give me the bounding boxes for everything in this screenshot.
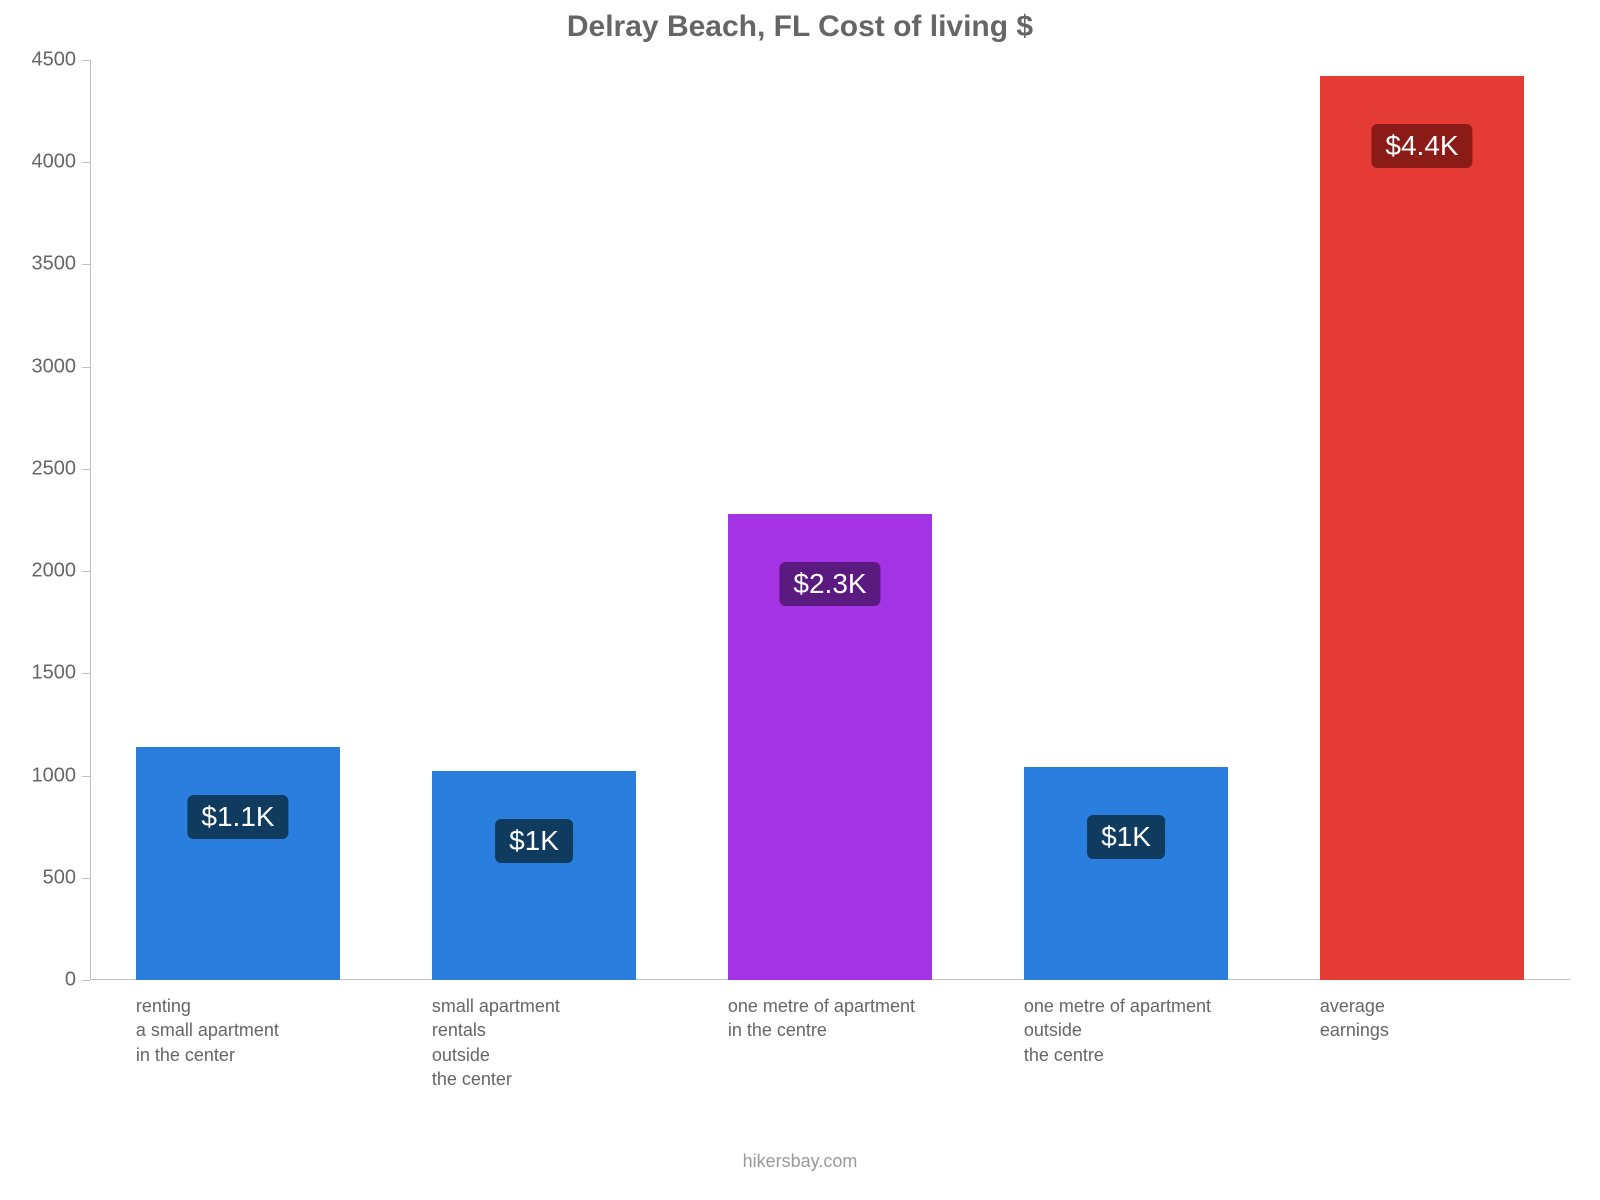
bar-value-label: $1K bbox=[1087, 815, 1165, 859]
bar-value-label: $2.3K bbox=[779, 562, 880, 606]
y-axis-line bbox=[90, 60, 91, 980]
plot-area: 050010001500200025003000350040004500$1.1… bbox=[90, 60, 1570, 980]
y-tick-label: 1000 bbox=[0, 764, 76, 787]
y-tick bbox=[82, 367, 90, 368]
attribution-text: hikersbay.com bbox=[0, 1151, 1600, 1172]
y-tick-label: 2500 bbox=[0, 457, 76, 480]
y-tick bbox=[82, 469, 90, 470]
bar bbox=[136, 747, 340, 980]
y-tick-label: 2000 bbox=[0, 560, 76, 583]
y-tick bbox=[82, 878, 90, 879]
y-tick bbox=[82, 571, 90, 572]
y-tick-label: 0 bbox=[0, 969, 76, 992]
chart-title: Delray Beach, FL Cost of living $ bbox=[0, 10, 1600, 44]
x-category-label: renting a small apartment in the center bbox=[136, 994, 279, 1067]
cost-of-living-chart: Delray Beach, FL Cost of living $ 050010… bbox=[0, 0, 1600, 1200]
y-tick bbox=[82, 162, 90, 163]
y-tick-label: 500 bbox=[0, 866, 76, 889]
x-category-label: one metre of apartment in the centre bbox=[728, 994, 915, 1043]
x-category-label: one metre of apartment outside the centr… bbox=[1024, 994, 1211, 1067]
x-category-label: small apartment rentals outside the cent… bbox=[432, 994, 560, 1091]
bar-value-label: $1.1K bbox=[187, 795, 288, 839]
y-tick-label: 3000 bbox=[0, 355, 76, 378]
bar bbox=[432, 771, 636, 980]
y-tick bbox=[82, 60, 90, 61]
y-tick-label: 1500 bbox=[0, 662, 76, 685]
bar-value-label: $4.4K bbox=[1371, 124, 1472, 168]
y-tick-label: 4500 bbox=[0, 49, 76, 72]
y-tick bbox=[82, 673, 90, 674]
y-tick bbox=[82, 776, 90, 777]
bar bbox=[1320, 76, 1524, 980]
y-tick-label: 4000 bbox=[0, 151, 76, 174]
bar-value-label: $1K bbox=[495, 819, 573, 863]
y-tick bbox=[82, 980, 90, 981]
y-tick-label: 3500 bbox=[0, 253, 76, 276]
x-category-label: average earnings bbox=[1320, 994, 1389, 1043]
y-tick bbox=[82, 264, 90, 265]
bar bbox=[1024, 767, 1228, 980]
